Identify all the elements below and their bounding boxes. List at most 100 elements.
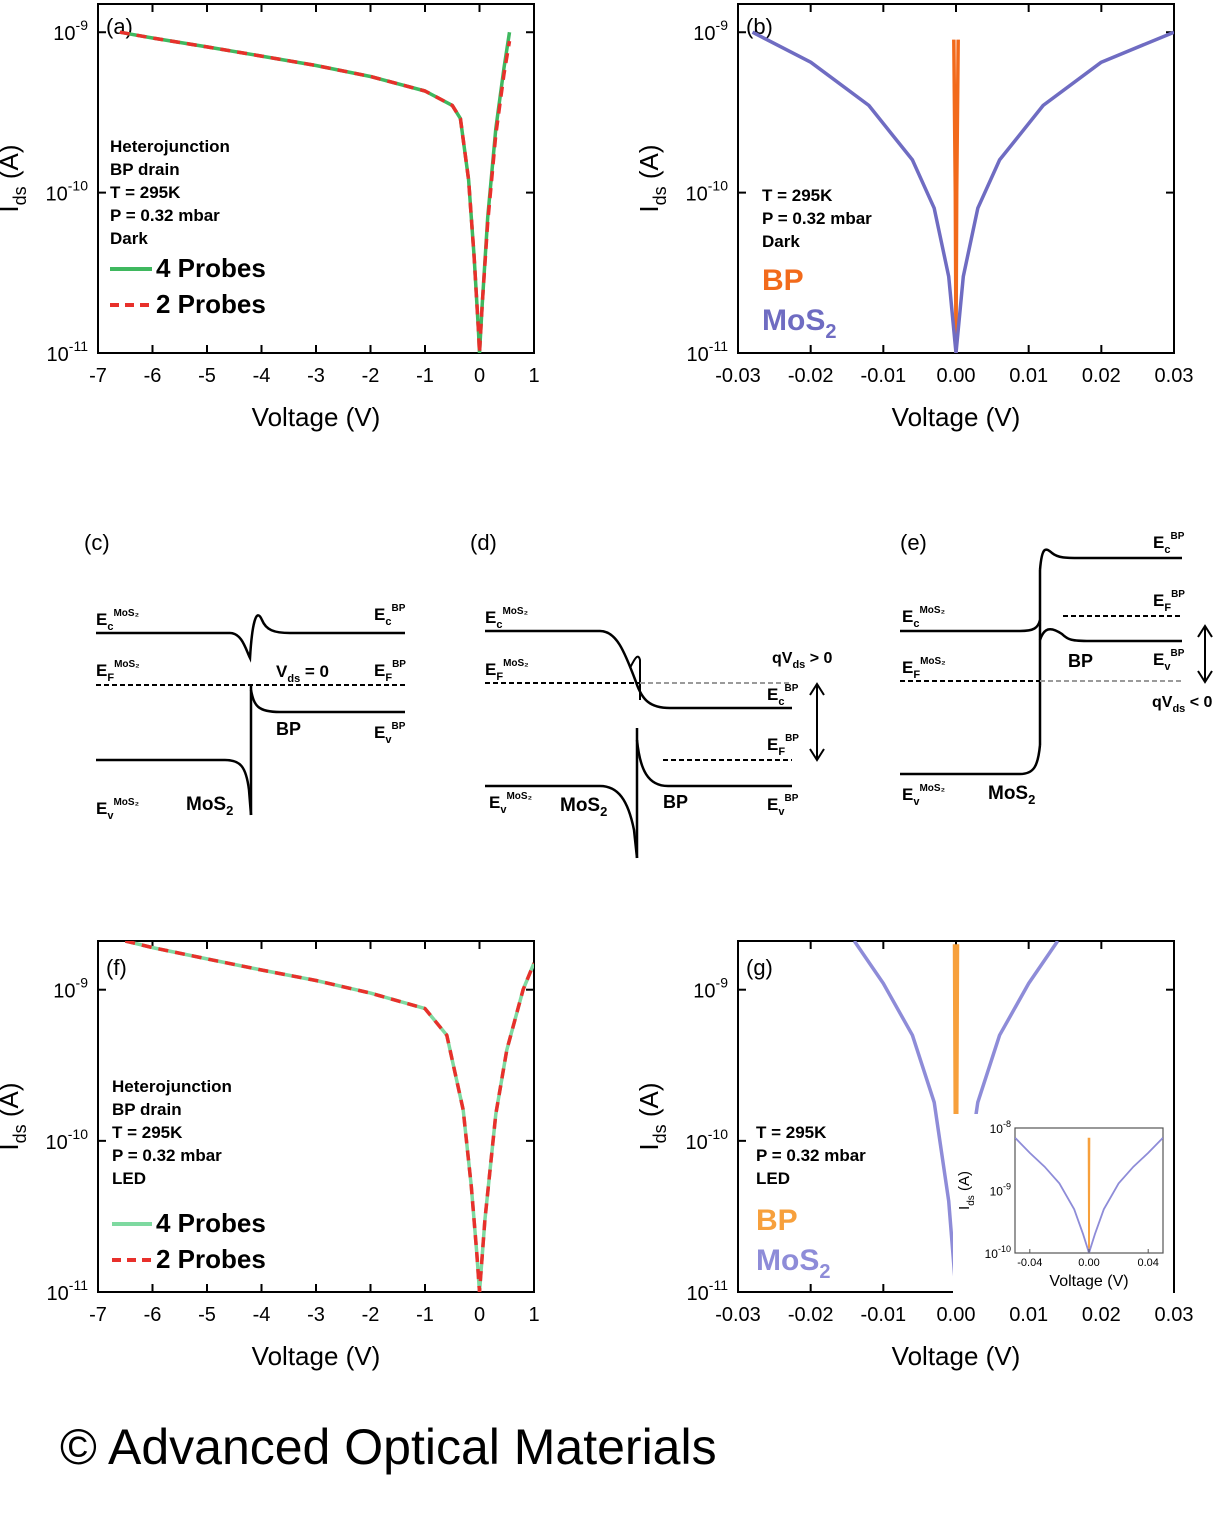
x-tick-label: 0.03 <box>1155 365 1194 387</box>
annotation-line: P = 0.32 mbar <box>756 1146 866 1165</box>
y-axis-label-sub: ds <box>10 186 30 205</box>
x-tick-label: -0.02 <box>788 1304 834 1326</box>
y-axis-label: Ids (A) <box>634 1082 670 1150</box>
x-tick-label: 0.01 <box>1009 1304 1048 1326</box>
y-tick-label: 10-10 <box>686 1126 729 1154</box>
panel-label: (g) <box>746 955 773 980</box>
inset-y-tick-base: 10 <box>990 1122 1004 1136</box>
y-tick-exponent: -11 <box>709 1277 728 1293</box>
annotation-line: T = 295K <box>112 1123 183 1142</box>
inset-y-tick-label: 10-9 <box>990 1182 1011 1199</box>
y-tick-label: 10-9 <box>53 17 88 45</box>
y-tick-exponent: -10 <box>708 178 728 194</box>
inset-x-tick-label: -0.04 <box>1017 1257 1042 1269</box>
y-tick-label: 10-10 <box>686 178 729 206</box>
x-axis-label: Voltage (V) <box>892 402 1021 432</box>
x-tick-label: -0.01 <box>861 1304 907 1326</box>
y-axis-label-main: I <box>634 1143 664 1150</box>
conduction-band-mos2-d <box>485 629 792 710</box>
panel-label-e: (e) <box>900 530 927 555</box>
band-diagram-d: (d) EcMoS₂ EFMoS₂ qVds > 0 EcBP EFBP EvM… <box>470 530 833 859</box>
legend-label: MoS2 <box>756 1244 830 1283</box>
conduction-band-bp-e <box>1038 548 1182 571</box>
y-tick-base: 10 <box>693 981 715 1003</box>
ef-mos2-label-c: EFMoS₂ <box>96 659 140 684</box>
annotation-line: LED <box>756 1169 790 1188</box>
annotation-line: LED <box>112 1169 146 1188</box>
x-tick-label: -0.03 <box>715 1304 761 1326</box>
y-tick-exponent: -9 <box>76 975 89 991</box>
mos2-label-c: MoS2 <box>186 794 233 818</box>
ec-bp-label-c: EcBP <box>374 603 406 628</box>
x-tick-label: -0.01 <box>861 365 907 387</box>
legend-label: 2 Probes <box>156 1244 266 1274</box>
ec-mos2-label-e: EcMoS₂ <box>902 605 945 630</box>
y-tick-exponent: -9 <box>716 975 729 991</box>
legend-label: 4 Probes <box>156 253 266 283</box>
y-axis-label-main: I <box>0 1143 24 1150</box>
x-tick-label: 0 <box>474 365 485 387</box>
ec-mos2-label-d: EcMoS₂ <box>485 606 528 631</box>
x-tick-label: 1 <box>528 365 539 387</box>
inset-y-tick-exponent: -10 <box>998 1244 1011 1254</box>
valence-band-bp-e <box>1038 627 1182 643</box>
x-tick-label: -2 <box>362 1304 380 1326</box>
ef-mos2-label-d: EFMoS₂ <box>485 658 529 683</box>
y-tick-exponent: -11 <box>69 338 88 354</box>
x-tick-label: -3 <box>307 365 325 387</box>
inset-x-tick-label: 0.04 <box>1137 1257 1158 1269</box>
annotation-line: P = 0.32 mbar <box>110 206 220 225</box>
y-axis-label-unit: (A) <box>0 144 24 186</box>
inset-y-tick-label: 10-10 <box>985 1244 1011 1261</box>
y-tick-base: 10 <box>46 184 68 206</box>
y-tick-exponent: -9 <box>76 17 89 33</box>
y-tick-label: 10-9 <box>53 975 88 1003</box>
series-line-2-probes <box>119 30 512 353</box>
bp-label-e: BP <box>1068 651 1093 671</box>
mos2-label-d: MoS2 <box>560 795 607 819</box>
conduction-band-mos2-e <box>900 619 1042 633</box>
y-tick-base: 10 <box>53 23 75 45</box>
x-tick-label: -1 <box>416 365 434 387</box>
y-tick-label: 10-9 <box>693 17 728 45</box>
annotation-line: P = 0.32 mbar <box>112 1146 222 1165</box>
inset-y-tick-exponent: -9 <box>1003 1182 1011 1192</box>
inset-series-bp <box>1087 1137 1091 1253</box>
legend-label: BP <box>756 1204 798 1237</box>
x-tick-label: -5 <box>198 365 216 387</box>
panel-label: (f) <box>106 955 127 980</box>
y-tick-label: 10-11 <box>687 1277 729 1305</box>
y-tick-base: 10 <box>53 981 75 1003</box>
y-tick-exponent: -9 <box>716 17 729 33</box>
y-axis-label-unit: (A) <box>634 144 664 186</box>
series-line-bp <box>952 944 960 1292</box>
conduction-spike-d <box>629 655 641 700</box>
valence-band-mos2-d <box>485 784 639 859</box>
qvds-label-d: qVds > 0 <box>772 650 833 671</box>
legend-label-main: MoS <box>762 304 825 337</box>
x-tick-label: -7 <box>89 365 107 387</box>
x-tick-label: -0.03 <box>715 365 761 387</box>
inset-x-tick-label: 0.00 <box>1078 1257 1099 1269</box>
qvds-arrow-d <box>809 682 825 762</box>
x-tick-label: -3 <box>307 1304 325 1326</box>
annotation-line: T = 295K <box>756 1123 827 1142</box>
ev-bp-label-d: EvBP <box>767 793 799 818</box>
x-tick-label: 0.01 <box>1009 365 1048 387</box>
y-tick-label: 10-9 <box>693 975 728 1003</box>
y-axis-label-main: I <box>0 205 24 212</box>
qvds-label-e: qVds < 0 <box>1152 694 1213 715</box>
x-axis-label: Voltage (V) <box>252 1341 381 1371</box>
x-tick-label: 0.03 <box>1155 1304 1194 1326</box>
y-axis-label-main: I <box>634 205 664 212</box>
ef-mos2-label-e: EFMoS₂ <box>902 656 946 681</box>
legend-label-sub: 2 <box>825 321 836 343</box>
y-axis-label: Ids (A) <box>0 144 30 212</box>
series-line-mos2 <box>852 941 1060 1292</box>
x-tick-label: 0.00 <box>937 1304 976 1326</box>
legend-label: 2 Probes <box>156 289 266 319</box>
ev-bp-label-c: EvBP <box>374 721 406 746</box>
y-tick-exponent: -10 <box>68 178 88 194</box>
